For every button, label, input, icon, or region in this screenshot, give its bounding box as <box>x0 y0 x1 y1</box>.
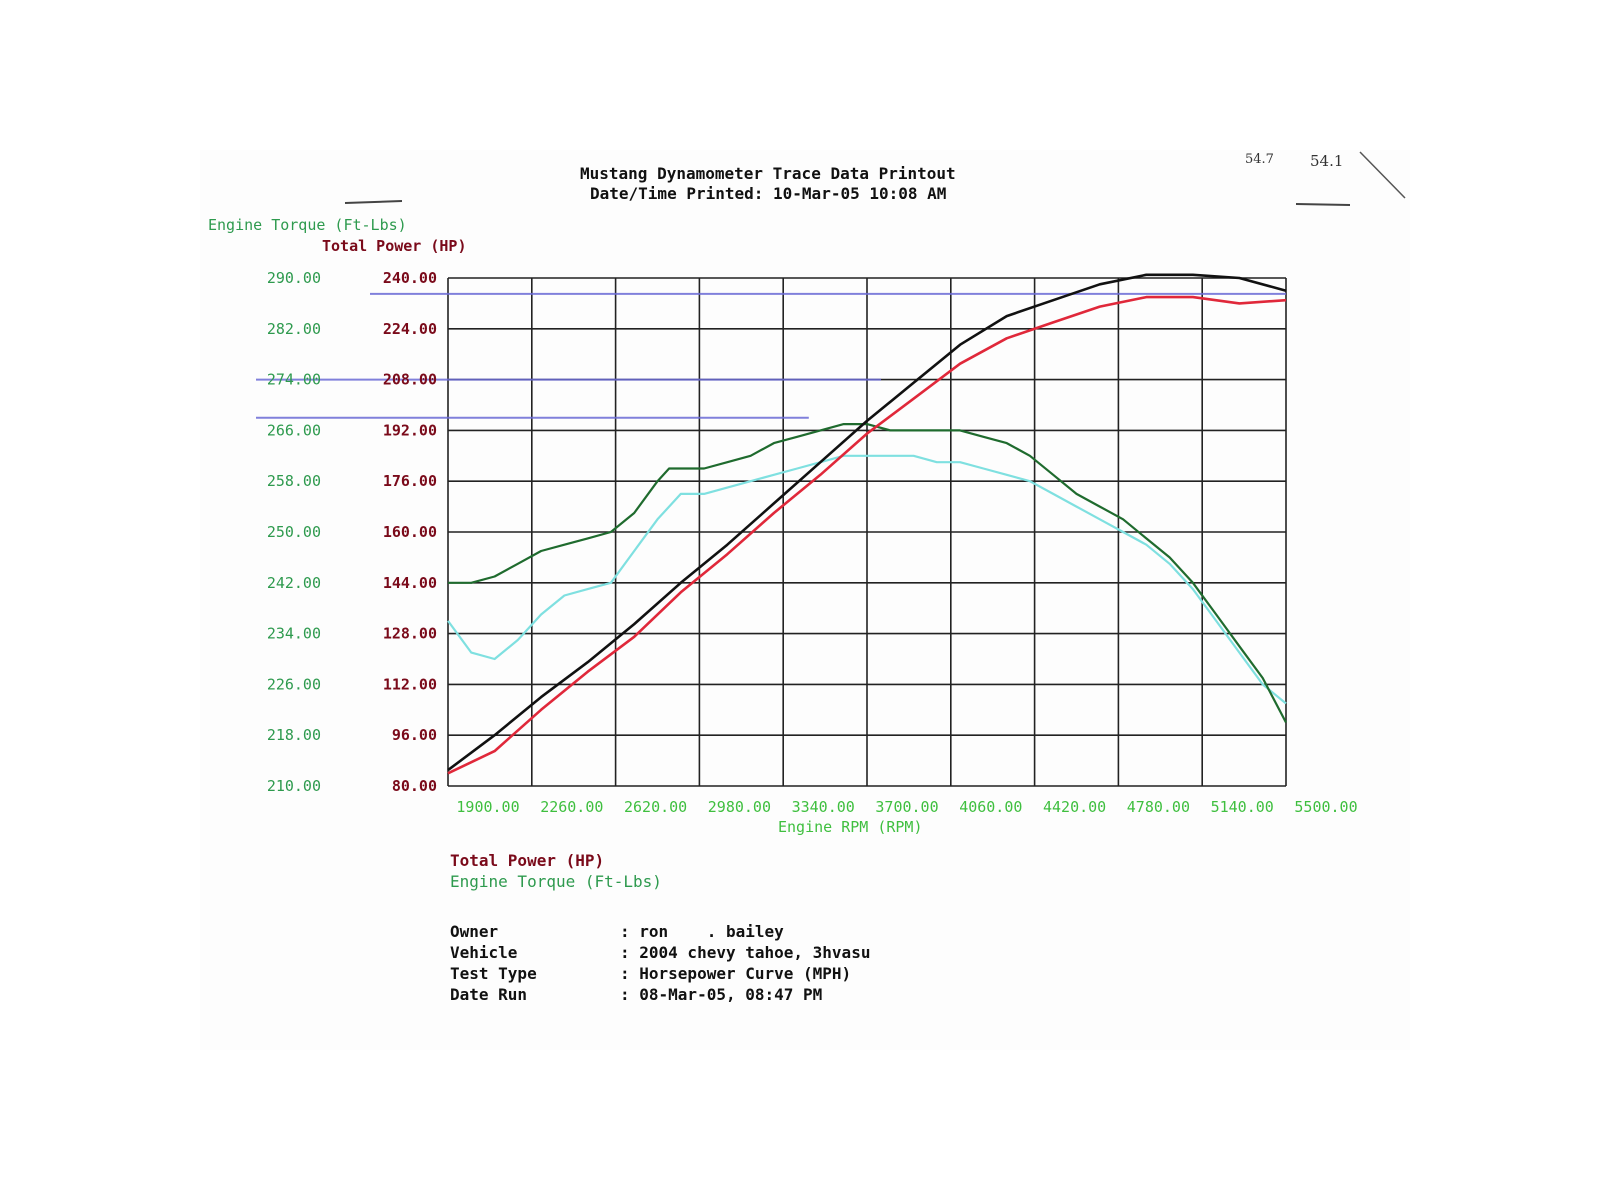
test-type-value: : Horsepower Curve (MPH) <box>620 964 852 983</box>
x-axis-label: Engine RPM (RPM) <box>778 818 923 836</box>
x-tick-label: 4420.00 <box>1043 798 1106 816</box>
test-type-label: Test Type <box>450 964 537 983</box>
torque-tick-label: 226.00 <box>267 675 321 693</box>
x-tick-label: 2980.00 <box>708 798 771 816</box>
x-tick-label: 2620.00 <box>624 798 687 816</box>
pen-mark <box>1295 203 1351 206</box>
tick-labels: 290.00 282.00 274.00 266.00 258.00 250.00 242.… <box>267 269 1358 816</box>
pen-mark <box>344 200 403 204</box>
x-tick-label: 2260.00 <box>540 798 603 816</box>
power-tick-label: 240.00 <box>383 269 437 287</box>
power-tick-label: 128.00 <box>383 625 437 643</box>
torque-tick-label: 210.00 <box>267 777 321 795</box>
x-tick-label: 5140.00 <box>1211 798 1274 816</box>
power-tick-label: 112.00 <box>383 675 437 693</box>
chart-title: Mustang Dynamometer Trace Data Printout <box>580 164 956 183</box>
chart-grid <box>447 277 1287 787</box>
x-tick-label: 4060.00 <box>959 798 1022 816</box>
x-tick-label: 5500.00 <box>1294 798 1357 816</box>
power-tick-label: 224.00 <box>383 320 437 338</box>
torque-tick-label: 250.00 <box>267 523 321 541</box>
handwritten-note-1: 54.7 <box>1245 152 1274 167</box>
power-tick-label: 208.00 <box>383 371 437 389</box>
x-tick-label: 1900.00 <box>456 798 519 816</box>
owner-label: Owner <box>450 922 499 941</box>
torque-tick-label: 266.00 <box>267 421 321 439</box>
legend-power: Total Power (HP) <box>450 851 605 870</box>
pen-mark <box>1359 151 1406 199</box>
torque-tick-label: 274.00 <box>267 371 321 389</box>
reference-lines <box>256 292 1286 419</box>
handwritten-note-2: 54.1 <box>1310 152 1344 170</box>
vehicle-value: : 2004 chevy tahoe, 3hvasu <box>620 943 871 962</box>
date-run-label: Date Run <box>450 985 528 1004</box>
torque-tick-label: 242.00 <box>267 574 321 592</box>
power-axis-label: Total Power (HP) <box>322 237 467 255</box>
vehicle-label: Vehicle <box>450 943 518 962</box>
power-tick-label: 80.00 <box>392 777 437 795</box>
x-tick-label: 3340.00 <box>792 798 855 816</box>
torque-tick-label: 282.00 <box>267 320 321 338</box>
torque-axis-label: Engine Torque (Ft-Lbs) <box>208 216 407 234</box>
power-tick-label: 192.00 <box>383 421 437 439</box>
power-tick-label: 144.00 <box>383 574 437 592</box>
legend-torque: Engine Torque (Ft-Lbs) <box>450 872 662 891</box>
x-tick-label: 3700.00 <box>875 798 938 816</box>
torque-tick-label: 234.00 <box>267 625 321 643</box>
date-run-value: : 08-Mar-05, 08:47 PM <box>620 985 823 1004</box>
power-tick-label: 160.00 <box>383 523 437 541</box>
power-tick-label: 96.00 <box>392 726 437 744</box>
torque-tick-label: 218.00 <box>267 726 321 744</box>
owner-value: : ron . bailey <box>620 922 784 941</box>
torque-tick-label: 258.00 <box>267 472 321 490</box>
series-line-2 <box>447 295 1287 775</box>
series-line-3 <box>448 423 1287 724</box>
x-tick-label: 4780.00 <box>1127 798 1190 816</box>
power-tick-label: 176.00 <box>383 472 437 490</box>
printed-timestamp: Date/Time Printed: 10-Mar-05 10:08 AM <box>590 184 947 203</box>
series-line-1 <box>447 273 1287 772</box>
torque-tick-label: 290.00 <box>267 269 321 287</box>
series-line-4 <box>447 454 1287 705</box>
chart-series <box>447 273 1287 775</box>
